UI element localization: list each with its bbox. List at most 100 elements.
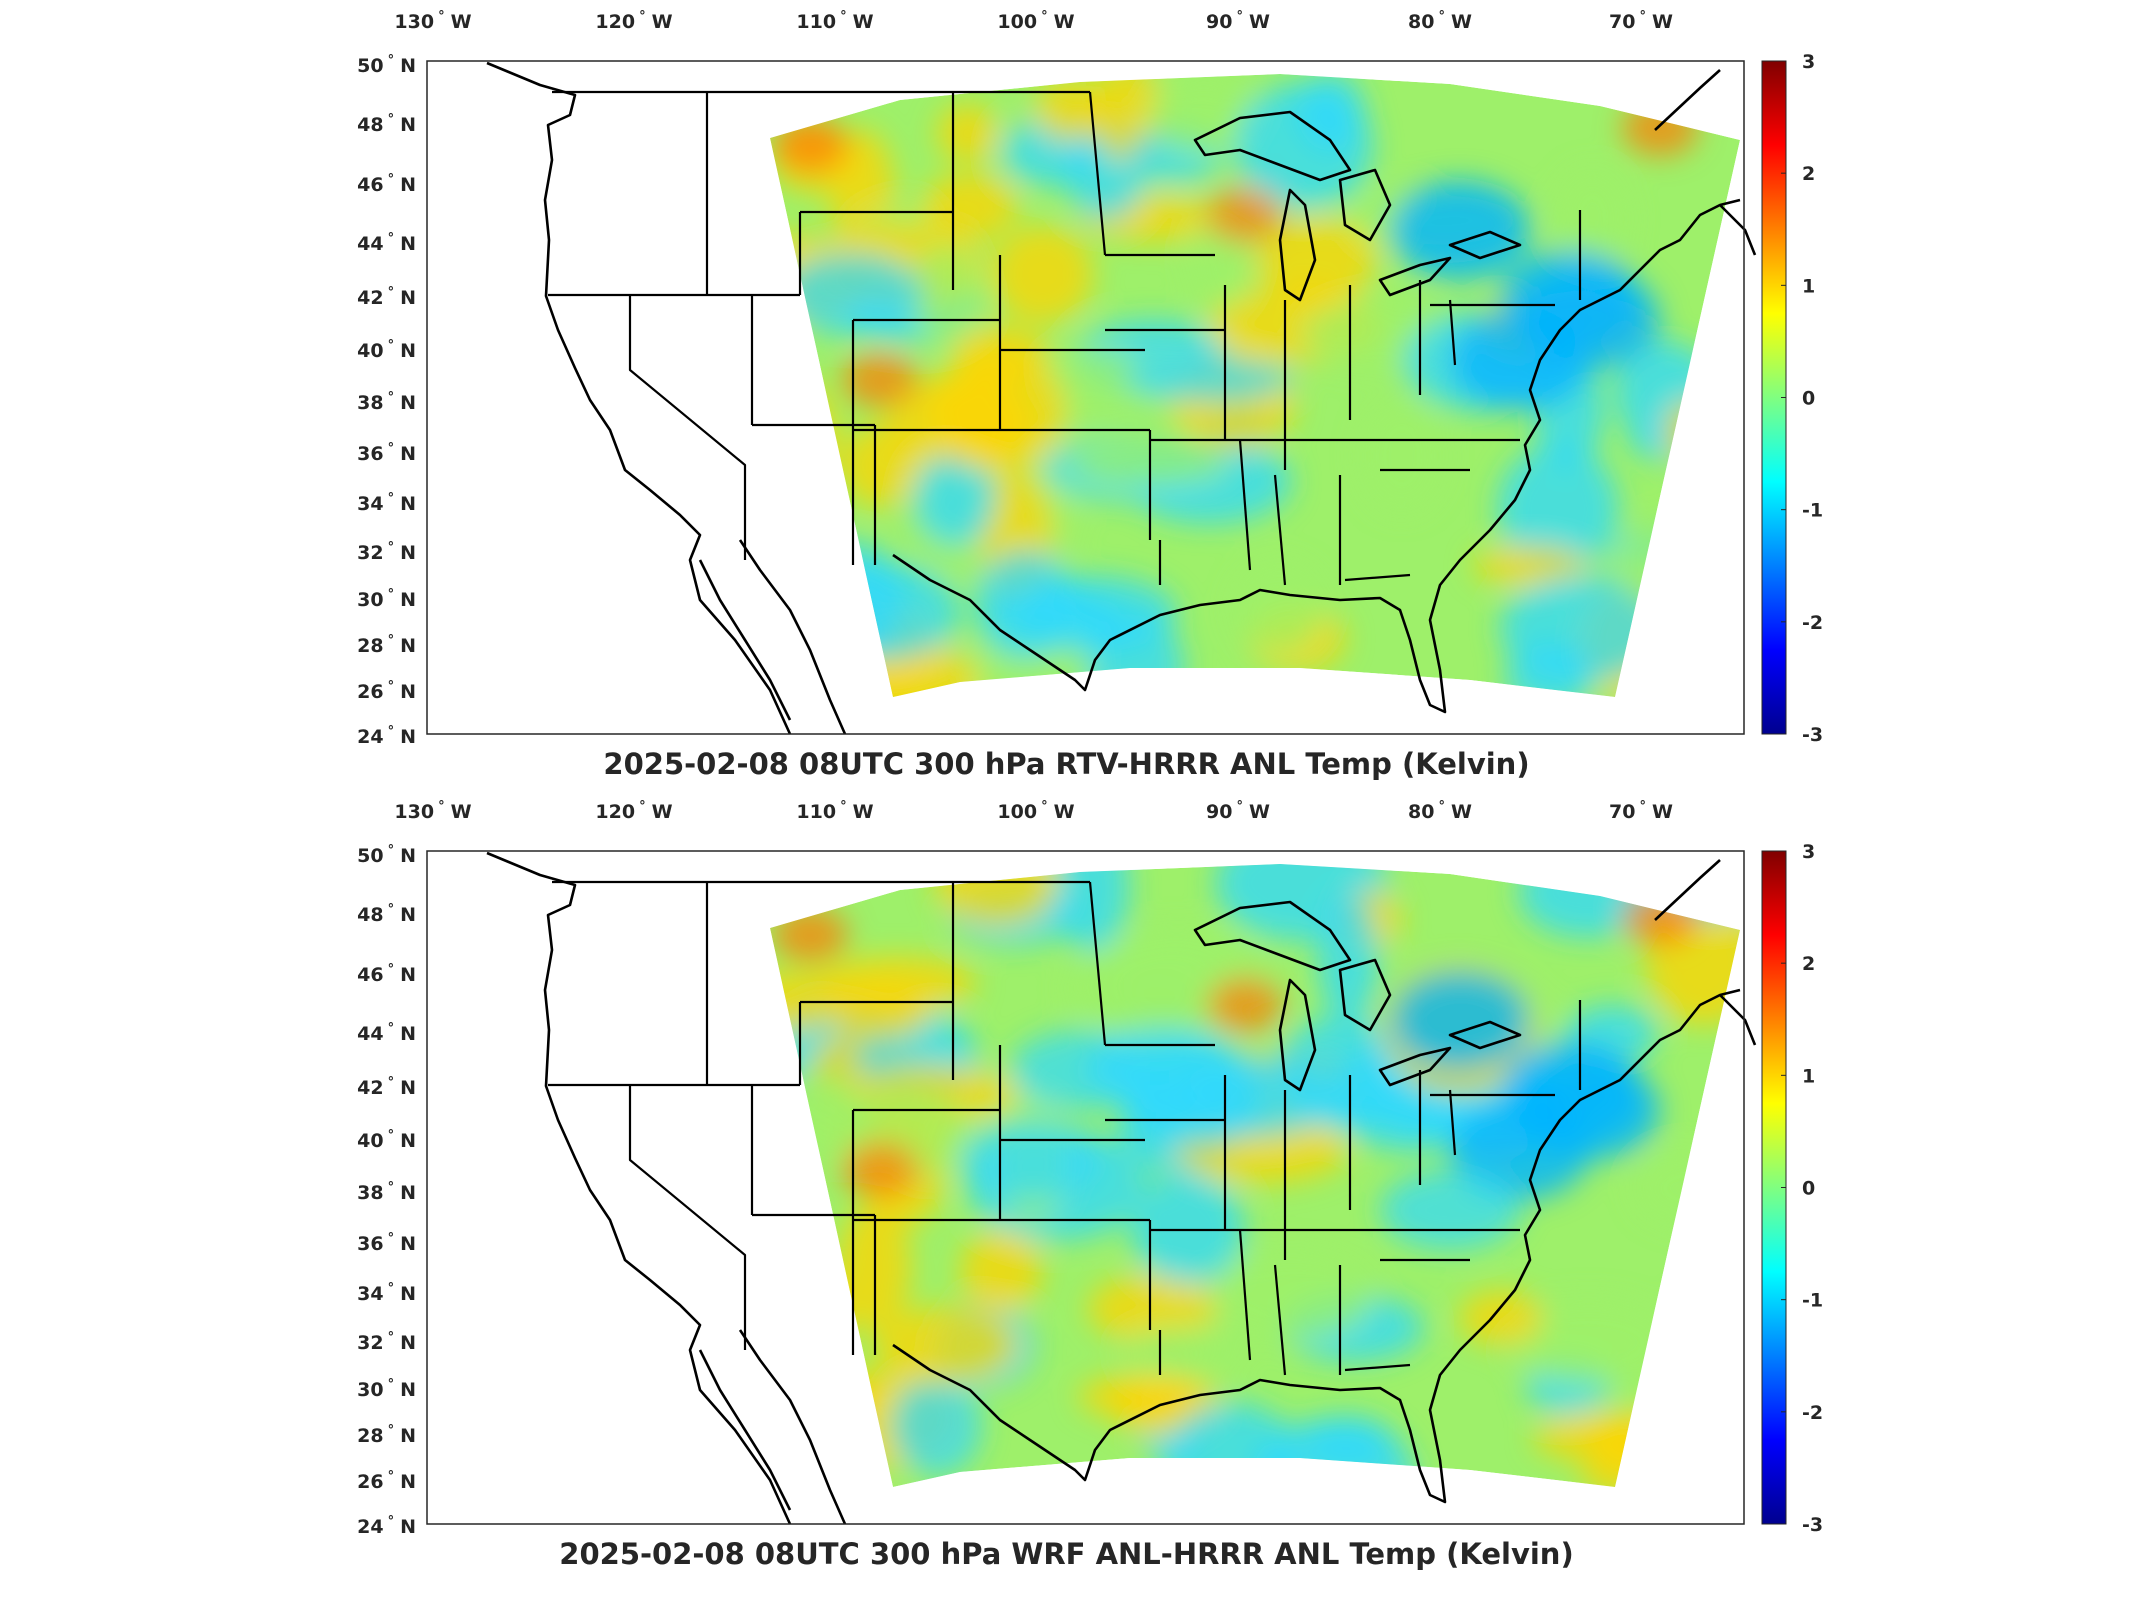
latitude-tick-label: 40 ° N bbox=[357, 338, 416, 362]
colorbar-tick-label: -1 bbox=[1802, 1290, 1823, 1312]
latitude-tick-label: 48 ° N bbox=[357, 902, 416, 926]
colorbar-tick-label: -3 bbox=[1802, 1514, 1823, 1536]
map-figure-rtv: 130 ° W 120 ° W 110 ° W 100 ° W 90 ° W 80 ° W 70 ° W 50 ° N 48 ° N… bbox=[357, 9, 1823, 748]
gulf-atlantic-coastline bbox=[892, 988, 1741, 1504]
latitude-tick-label: 34 ° N bbox=[357, 1281, 416, 1305]
great-lake-4 bbox=[1448, 1020, 1522, 1050]
colorbar-tick-label: 2 bbox=[1802, 163, 1815, 185]
latitude-tick-label: 28 ° N bbox=[357, 1423, 416, 1447]
map-panel-rtv: 130 ° W 120 ° W 110 ° W 100 ° W 90 ° W 80 ° W 70 ° W 50 ° N 48 ° N… bbox=[0, 0, 2133, 790]
latitude-tick-label: 36 ° N bbox=[357, 441, 416, 465]
latitude-tick-label: 44 ° N bbox=[357, 231, 416, 255]
map-frame bbox=[426, 850, 1745, 1525]
longitude-tick-label: 120 ° W bbox=[595, 9, 672, 33]
nova-scotia-coast bbox=[1719, 994, 1757, 1046]
latitude-tick-label: 34 ° N bbox=[357, 491, 416, 515]
latitude-tick-label: 28 ° N bbox=[357, 633, 416, 657]
latitude-tick-label: 32 ° N bbox=[357, 1330, 416, 1354]
colorbar-tick-label: 0 bbox=[1802, 1178, 1815, 1200]
state-border bbox=[1273, 474, 1287, 586]
latitude-tick-label: 44 ° N bbox=[357, 1021, 416, 1045]
colorbar-tick-label: -2 bbox=[1802, 1402, 1823, 1424]
west-coastline bbox=[486, 61, 792, 735]
longitude-tick-label: 80 ° W bbox=[1408, 799, 1472, 823]
longitude-tick-label: 110 ° W bbox=[796, 9, 873, 33]
great-lake-1 bbox=[1278, 188, 1317, 302]
latitude-tick-label: 26 ° N bbox=[357, 1469, 416, 1493]
state-border bbox=[1238, 439, 1252, 571]
latitude-tick-label: 40 ° N bbox=[357, 1128, 416, 1152]
latitude-tick-label: 42 ° N bbox=[357, 1075, 416, 1099]
longitude-tick-label: 110 ° W bbox=[796, 799, 873, 823]
state-border bbox=[1088, 881, 1107, 1046]
state-border bbox=[1273, 1264, 1287, 1376]
state-border bbox=[628, 295, 747, 560]
state-border bbox=[1448, 1089, 1457, 1156]
temperature-anomaly-field bbox=[770, 864, 1740, 1487]
longitude-tick-label: 120 ° W bbox=[595, 799, 672, 823]
baja-west-coastline bbox=[698, 559, 792, 721]
latitude-tick-label: 48 ° N bbox=[357, 112, 416, 136]
state-border bbox=[1088, 91, 1107, 256]
colorbar-tick-label: -2 bbox=[1802, 612, 1823, 634]
great-lake-4 bbox=[1448, 230, 1522, 260]
great-lake-0 bbox=[1193, 900, 1352, 972]
great-lake-3 bbox=[1378, 1046, 1452, 1087]
latitude-tick-label: 26 ° N bbox=[357, 679, 416, 703]
latitude-tick-label: 46 ° N bbox=[357, 962, 416, 986]
baja-coastline bbox=[738, 1329, 847, 1525]
latitude-tick-label: 50 ° N bbox=[357, 53, 416, 77]
longitude-tick-label: 80 ° W bbox=[1408, 9, 1472, 33]
map-frame bbox=[426, 60, 1745, 735]
great-lake-0 bbox=[1193, 110, 1352, 182]
map-figure-wrf: 130 ° W 120 ° W 110 ° W 100 ° W 90 ° W 80 ° W 70 ° W 50 ° N 48 ° N… bbox=[357, 799, 1823, 1538]
longitude-tick-label: 100 ° W bbox=[997, 9, 1074, 33]
latitude-tick-label: 36 ° N bbox=[357, 1231, 416, 1255]
longitude-tick-label: 130 ° W bbox=[394, 9, 471, 33]
latitude-tick-label: 46 ° N bbox=[357, 172, 416, 196]
longitude-tick-label: 90 ° W bbox=[1206, 799, 1270, 823]
latitude-tick-label: 30 ° N bbox=[357, 587, 416, 611]
baja-west-coastline bbox=[698, 1349, 792, 1511]
geography-outlines bbox=[486, 851, 1757, 1525]
colorbar-tick-label: -3 bbox=[1802, 724, 1823, 746]
latitude-tick-label: 32 ° N bbox=[357, 540, 416, 564]
colorbar-tick-label: 3 bbox=[1802, 841, 1815, 863]
latitude-tick-label: 24 ° N bbox=[357, 724, 416, 748]
latitude-tick-label: 30 ° N bbox=[357, 1377, 416, 1401]
nova-scotia-coast bbox=[1719, 204, 1757, 256]
colorbar-tick-label: 2 bbox=[1802, 953, 1815, 975]
west-coastline bbox=[486, 851, 792, 1525]
longitude-tick-label: 70 ° W bbox=[1609, 9, 1673, 33]
state-border bbox=[1238, 1229, 1252, 1361]
maine-coast bbox=[1654, 69, 1721, 131]
colorbar-tick-label: -1 bbox=[1802, 500, 1823, 522]
map-title-rtv: 2025-02-08 08UTC 300 hPa RTV-HRRR ANL Te… bbox=[603, 747, 1530, 781]
latitude-tick-label: 24 ° N bbox=[357, 1514, 416, 1538]
colorbar-tick-label: 0 bbox=[1802, 388, 1815, 410]
latitude-tick-label: 50 ° N bbox=[357, 843, 416, 867]
latitude-tick-label: 38 ° N bbox=[357, 1180, 416, 1204]
great-lake-1 bbox=[1278, 978, 1317, 1092]
state-border bbox=[1448, 299, 1457, 366]
great-lake-2 bbox=[1338, 958, 1392, 1032]
map-panel-wrf: 130 ° W 120 ° W 110 ° W 100 ° W 90 ° W 80 ° W 70 ° W 50 ° N 48 ° N… bbox=[0, 790, 2133, 1600]
state-border bbox=[1344, 1363, 1411, 1372]
maine-coast bbox=[1654, 859, 1721, 921]
map-title-wrf: 2025-02-08 08UTC 300 hPa WRF ANL-HRRR AN… bbox=[559, 1537, 1574, 1571]
state-border bbox=[1344, 573, 1411, 582]
longitude-tick-label: 70 ° W bbox=[1609, 799, 1673, 823]
gulf-atlantic-coastline bbox=[892, 198, 1741, 714]
colorbar-tick-label: 1 bbox=[1802, 1065, 1815, 1087]
longitude-tick-label: 90 ° W bbox=[1206, 9, 1270, 33]
longitude-tick-label: 130 ° W bbox=[394, 799, 471, 823]
colorbar-tick-label: 3 bbox=[1802, 51, 1815, 73]
baja-coastline bbox=[738, 539, 847, 735]
great-lake-3 bbox=[1378, 256, 1452, 297]
latitude-tick-label: 38 ° N bbox=[357, 390, 416, 414]
state-border bbox=[628, 1085, 747, 1350]
colorbar-tick-label: 1 bbox=[1802, 275, 1815, 297]
longitude-tick-label: 100 ° W bbox=[997, 799, 1074, 823]
geography-outlines bbox=[486, 61, 1757, 735]
latitude-tick-label: 42 ° N bbox=[357, 285, 416, 309]
